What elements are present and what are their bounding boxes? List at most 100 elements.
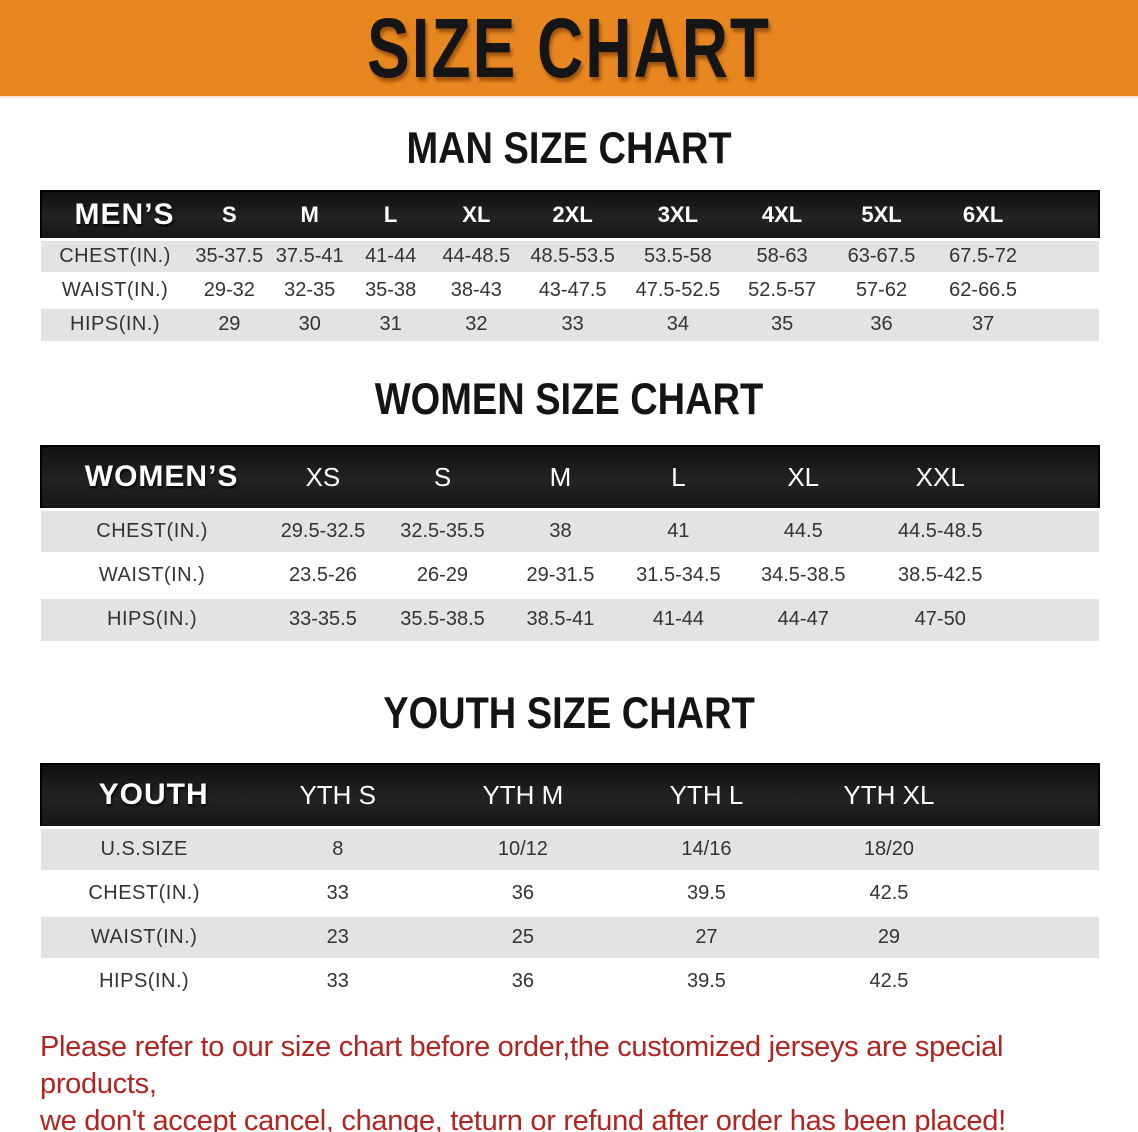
disclaimer-line-2: we don't accept cancel, change, teturn o…	[40, 1105, 1006, 1132]
women-size-header: XL	[738, 446, 869, 509]
disclaimer-text: Please refer to our size chart before or…	[40, 1029, 1118, 1132]
men-size-table: MEN’S S M L XL 2XL 3XL 4XL 5XL 6XL CHEST…	[40, 190, 1100, 341]
size-chart-banner: SIZE CHART	[0, 0, 1138, 98]
size-value-cell: 35-37.5	[189, 239, 270, 273]
size-value-cell: 42.5	[795, 871, 983, 915]
size-value-cell: 23.5-26	[263, 553, 383, 597]
youth-size-header: YTH S	[247, 764, 429, 827]
men-size-header: L	[349, 191, 432, 239]
size-value-cell: 37	[930, 307, 1036, 341]
size-value-cell: 37.5-41	[269, 239, 350, 273]
men-header-row: MEN’S S M L XL 2XL 3XL 4XL 5XL 6XL	[41, 191, 1099, 239]
row-label: WAIST(IN.)	[41, 273, 190, 307]
size-value-cell: 34	[623, 307, 732, 341]
spacer-cell	[1012, 446, 1099, 509]
size-value-cell: 36	[832, 307, 931, 341]
women-header-row: WOMEN’S XS S M L XL XXL	[41, 446, 1099, 509]
size-value-cell: 35-38	[349, 273, 432, 307]
size-value-cell: 33	[247, 959, 429, 1003]
spacer-cell	[1035, 191, 1099, 239]
size-value-cell: 33-35.5	[263, 597, 383, 641]
spacer-cell	[1035, 239, 1099, 273]
size-value-cell: 43-47.5	[521, 273, 624, 307]
size-value-cell: 18/20	[795, 827, 983, 871]
row-label: HIPS(IN.)	[41, 307, 190, 341]
size-value-cell: 48.5-53.5	[521, 239, 624, 273]
size-value-cell: 35.5-38.5	[382, 597, 503, 641]
row-label: HIPS(IN.)	[41, 597, 264, 641]
women-size-header: XXL	[868, 446, 1013, 509]
spacer-cell	[982, 827, 1099, 871]
size-value-cell: 34.5-38.5	[738, 553, 869, 597]
spacer-cell	[1012, 553, 1099, 597]
women-section-title: WOMEN SIZE CHART	[374, 375, 764, 425]
women-corner-label: WOMEN’S	[41, 446, 264, 509]
size-value-cell: 53.5-58	[623, 239, 732, 273]
row-label: CHEST(IN.)	[41, 871, 248, 915]
row-label: CHEST(IN.)	[41, 239, 190, 273]
women-size-header: S	[382, 446, 503, 509]
size-value-cell: 32.5-35.5	[382, 509, 503, 553]
size-value-cell: 30	[269, 307, 350, 341]
youth-hips-row: HIPS(IN.) 33 36 39.5 42.5	[41, 959, 1099, 1003]
size-value-cell: 41-44	[349, 239, 432, 273]
size-value-cell: 29.5-32.5	[263, 509, 383, 553]
size-value-cell: 47.5-52.5	[623, 273, 732, 307]
size-value-cell: 44-47	[738, 597, 869, 641]
size-value-cell: 58-63	[731, 239, 833, 273]
disclaimer-line-1: Please refer to our size chart before or…	[40, 1031, 1004, 1100]
size-value-cell: 39.5	[617, 959, 796, 1003]
women-size-header: M	[502, 446, 619, 509]
size-value-cell: 44.5-48.5	[868, 509, 1013, 553]
size-value-cell: 8	[247, 827, 429, 871]
spacer-cell	[1012, 509, 1099, 553]
size-value-cell: 38.5-41	[502, 597, 619, 641]
size-value-cell: 57-62	[832, 273, 931, 307]
size-value-cell: 42.5	[795, 959, 983, 1003]
size-value-cell: 62-66.5	[930, 273, 1036, 307]
size-value-cell: 41	[618, 509, 739, 553]
spacer-cell	[982, 871, 1099, 915]
size-value-cell: 67.5-72	[930, 239, 1036, 273]
size-value-cell: 36	[428, 871, 618, 915]
size-value-cell: 32-35	[269, 273, 350, 307]
youth-waist-row: WAIST(IN.) 23 25 27 29	[41, 915, 1099, 959]
men-size-header: 2XL	[521, 191, 624, 239]
spacer-cell	[1035, 307, 1099, 341]
spacer-cell	[982, 959, 1099, 1003]
youth-size-header: YTH L	[617, 764, 796, 827]
row-label: WAIST(IN.)	[41, 915, 248, 959]
row-label: WAIST(IN.)	[41, 553, 264, 597]
youth-size-header: YTH XL	[795, 764, 983, 827]
youth-size-table: YOUTH YTH S YTH M YTH L YTH XL U.S.SIZE …	[40, 763, 1100, 1003]
spacer-cell	[1035, 273, 1099, 307]
youth-header-row: YOUTH YTH S YTH M YTH L YTH XL	[41, 764, 1099, 827]
size-value-cell: 52.5-57	[731, 273, 833, 307]
size-value-cell: 38.5-42.5	[868, 553, 1013, 597]
size-value-cell: 38-43	[431, 273, 522, 307]
size-value-cell: 38	[502, 509, 619, 553]
size-value-cell: 33	[247, 871, 429, 915]
size-value-cell: 33	[521, 307, 624, 341]
row-label: CHEST(IN.)	[41, 509, 264, 553]
size-value-cell: 29-32	[189, 273, 270, 307]
women-chest-row: CHEST(IN.) 29.5-32.5 32.5-35.5 38 41 44.…	[41, 509, 1099, 553]
men-size-header: 4XL	[731, 191, 833, 239]
men-corner-label: MEN’S	[41, 191, 190, 239]
size-value-cell: 29-31.5	[502, 553, 619, 597]
men-size-header: 3XL	[623, 191, 732, 239]
size-value-cell: 29	[795, 915, 983, 959]
size-value-cell: 23	[247, 915, 429, 959]
youth-section-title: YOUTH SIZE CHART	[383, 689, 755, 739]
size-value-cell: 63-67.5	[832, 239, 931, 273]
men-chest-row: CHEST(IN.) 35-37.5 37.5-41 41-44 44-48.5…	[41, 239, 1099, 273]
women-size-table: WOMEN’S XS S M L XL XXL CHEST(IN.) 29.5-…	[40, 445, 1100, 641]
spacer-cell	[1012, 597, 1099, 641]
men-size-header: S	[189, 191, 270, 239]
row-label: HIPS(IN.)	[41, 959, 248, 1003]
spacer-cell	[982, 915, 1099, 959]
women-size-header: XS	[263, 446, 383, 509]
men-size-header: XL	[431, 191, 522, 239]
men-waist-row: WAIST(IN.) 29-32 32-35 35-38 38-43 43-47…	[41, 273, 1099, 307]
spacer-cell	[982, 764, 1099, 827]
